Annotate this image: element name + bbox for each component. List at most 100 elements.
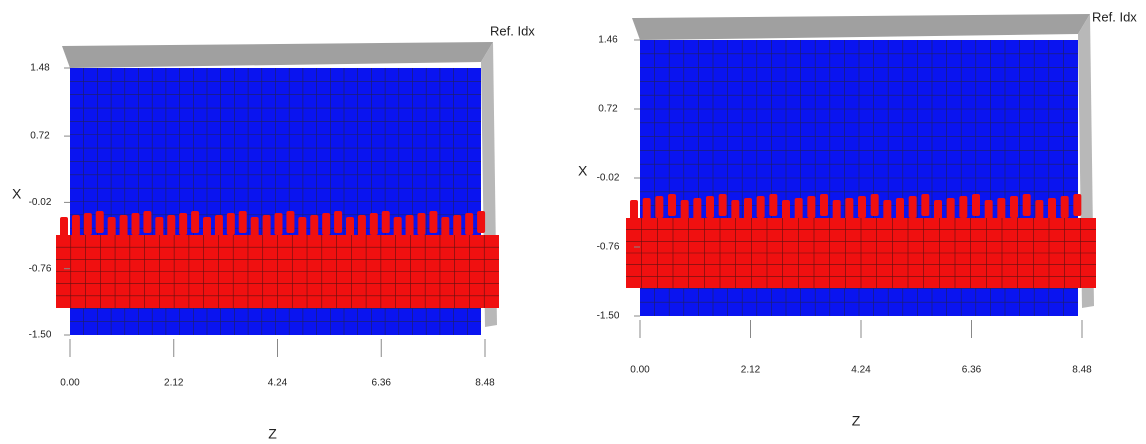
surface-ridge (262, 215, 271, 237)
corner-label: Ref. Idx (1092, 9, 1137, 24)
surface-ridge (310, 215, 319, 237)
y-tick-label: -1.50 (29, 330, 52, 341)
surface-ridge (71, 215, 80, 237)
surface-ridge (1048, 198, 1056, 220)
y-axis-title: X (12, 186, 22, 202)
surface-ridge (83, 213, 92, 235)
y-tick-label: 1.46 (598, 35, 618, 46)
surface-ridge (1060, 196, 1069, 218)
surface-ridge (845, 198, 854, 220)
surface-ridge (298, 217, 307, 239)
surface-ridge (972, 194, 980, 216)
surface-ridge (346, 217, 354, 239)
surface-ridge (334, 211, 343, 233)
surface-ridge (143, 211, 152, 233)
surface-ridge (286, 211, 295, 233)
x-axis-title: Z (852, 413, 861, 429)
surface-ridge (630, 200, 638, 222)
surface-ridge (782, 200, 790, 222)
surface-ridge (441, 217, 450, 239)
surface-ridge (417, 213, 426, 235)
surface-ridge (107, 217, 116, 239)
surface-ridge (946, 198, 955, 220)
surface-ridge (179, 213, 188, 235)
surface-ridge (756, 196, 765, 218)
surface-ridge (858, 196, 866, 218)
x-tick-label: 2.12 (164, 378, 184, 389)
frame-top (62, 42, 493, 68)
surface-ridge (731, 200, 740, 222)
surface-ridge (1010, 196, 1018, 218)
surface-ridge (453, 215, 462, 237)
surface-ridge (908, 196, 917, 218)
surface-ridge (921, 194, 930, 216)
surface-ridge (883, 200, 892, 222)
surface-ridge (238, 211, 247, 233)
surface-ridge (429, 211, 438, 233)
x-tick-label: 0.00 (60, 378, 80, 389)
surface-ridge (95, 211, 104, 233)
frame-top (632, 14, 1090, 40)
surface-ridge (706, 196, 714, 218)
surface-ridge (60, 217, 68, 239)
surface-ridge (794, 198, 803, 220)
surface-ridge (807, 196, 816, 218)
surface-ridge (322, 213, 331, 235)
y-tick-label: -0.02 (597, 173, 620, 184)
x-tick-label: 8.48 (1072, 365, 1092, 376)
surface-ridge (155, 217, 164, 239)
surface-ridge (984, 200, 993, 222)
surface-ridge (357, 215, 366, 237)
y-tick-label: -0.02 (29, 197, 52, 208)
surface-ridge (668, 194, 676, 216)
y-tick-label: 1.48 (30, 63, 50, 74)
surface-ridge (959, 196, 968, 218)
surface-ridge (167, 215, 176, 237)
surface-ridge (381, 211, 390, 233)
y-tick-label: 0.72 (598, 104, 618, 115)
surface-ridge (680, 200, 689, 222)
surface-ridge (832, 200, 841, 222)
surface-ridge (191, 211, 200, 233)
surface-ridge (274, 213, 283, 235)
surface-ridge (655, 196, 664, 218)
surface-ridge (477, 211, 486, 233)
x-tick-label: 6.36 (962, 365, 982, 376)
y-tick-label: 0.72 (30, 131, 50, 142)
surface-ridge (131, 213, 140, 235)
y-axis-title: X (578, 163, 588, 179)
surface-ridge (769, 194, 778, 216)
surface-ridge (1035, 200, 1044, 222)
x-tick-label: 0.00 (630, 365, 650, 376)
surface-ridge (934, 200, 942, 222)
surface-ridge (693, 198, 702, 220)
x-tick-label: 2.12 (741, 365, 761, 376)
surface-ridge (119, 215, 128, 237)
surface-ridge (465, 213, 474, 235)
corner-label: Ref. Idx (490, 23, 535, 38)
surface-ridge (744, 198, 752, 220)
x-tick-label: 6.36 (372, 378, 392, 389)
surface-ridge (250, 217, 259, 239)
surface-ridge (718, 194, 727, 216)
x-tick-label: 8.48 (475, 378, 495, 389)
surface-ridge (226, 213, 235, 235)
surface-ridge (642, 198, 651, 220)
surface-ridge (369, 213, 378, 235)
surface-ridge (820, 194, 828, 216)
x-axis-title: Z (268, 426, 277, 442)
surface-ridge (393, 217, 402, 239)
surface-ridge (203, 217, 211, 239)
y-tick-label: -0.76 (29, 263, 52, 274)
surface-ridge (896, 198, 904, 220)
surface-ridge (870, 194, 879, 216)
x-tick-label: 4.24 (851, 365, 871, 376)
surface-ridge (1073, 194, 1082, 216)
surface-ridge (997, 198, 1006, 220)
y-tick-label: -0.76 (597, 242, 620, 253)
x-tick-label: 4.24 (268, 378, 288, 389)
surface-ridge (1022, 194, 1031, 216)
y-tick-label: -1.50 (597, 311, 620, 322)
surface-ridge (405, 215, 414, 237)
surface-ridge (214, 215, 223, 237)
